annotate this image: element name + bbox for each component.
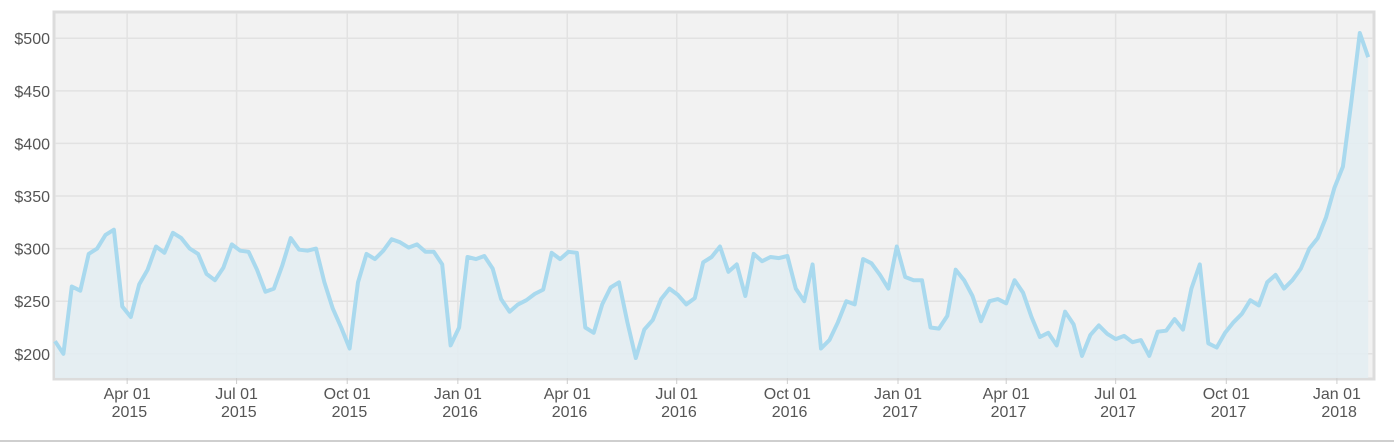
x-tick-label-line: 2017 [1096, 404, 1136, 421]
area [55, 33, 1369, 378]
x-tick-label-line: 2015 [217, 404, 257, 421]
y-tick-label: $500 [14, 31, 50, 48]
x-tick-label-line: Jul 01 [1094, 386, 1137, 403]
x-tick-label-line: 2015 [107, 404, 147, 421]
y-tick-label: $400 [14, 136, 50, 153]
x-tick-label: Oct 01 2015 [324, 386, 371, 421]
x-tick-label-line: 2016 [438, 404, 478, 421]
x-tick-label-line: 2017 [1206, 404, 1246, 421]
x-tick-label-line: 2015 [327, 404, 367, 421]
x-tick-label: Oct 01 2017 [1203, 386, 1250, 421]
x-tick-label: Jan 01 2016 [434, 386, 482, 421]
line [53, 31, 1371, 360]
y-tick-label: $450 [14, 84, 50, 101]
x-tick-label-line: Apr 01 [983, 386, 1030, 403]
x-tick-label: Jul 01 2017 [1094, 386, 1137, 421]
x-tick-label-line: 2016 [547, 404, 587, 421]
x-tick-label-line: 2017 [986, 404, 1026, 421]
x-tick-label: Jan 01 2017 [874, 386, 922, 421]
x-tick-label-line: Oct 01 [1203, 386, 1250, 403]
x-tick-label-line: Apr 01 [544, 386, 591, 403]
x-tick-label-line: Oct 01 [764, 386, 811, 403]
y-tick-label: $200 [14, 347, 50, 364]
x-tick-label-line: 2016 [767, 404, 807, 421]
x-tick-label-line: Jan 01 [434, 386, 482, 403]
x-tick-label: Jan 01 2018 [1313, 386, 1361, 421]
x-tick-label-line: Jul 01 [655, 386, 698, 403]
x-tick-label: Jul 01 2015 [215, 386, 258, 421]
x-tick-label-line: Jul 01 [215, 386, 258, 403]
y-tick-label: $250 [14, 294, 50, 311]
y-tick-label: $300 [14, 242, 50, 259]
x-tick-label: Apr 01 2017 [983, 386, 1030, 421]
x-tick-label-line: 2018 [1317, 404, 1357, 421]
x-tick-label: Oct 01 2016 [764, 386, 811, 421]
x-tick-label-line: Jan 01 [874, 386, 922, 403]
x-tick-label: Jul 01 2016 [655, 386, 698, 421]
x-tick-label-line: 2016 [657, 404, 697, 421]
x-tick-label-line: 2017 [878, 404, 918, 421]
x-tick-label-line: Oct 01 [324, 386, 371, 403]
x-tick-label: Apr 01 2016 [544, 386, 591, 421]
x-tick-label-line: Jan 01 [1313, 386, 1361, 403]
y-tick-label: $350 [14, 189, 50, 206]
x-tick-label: Apr 01 2015 [104, 386, 151, 421]
x-tick-label-line: Apr 01 [104, 386, 151, 403]
